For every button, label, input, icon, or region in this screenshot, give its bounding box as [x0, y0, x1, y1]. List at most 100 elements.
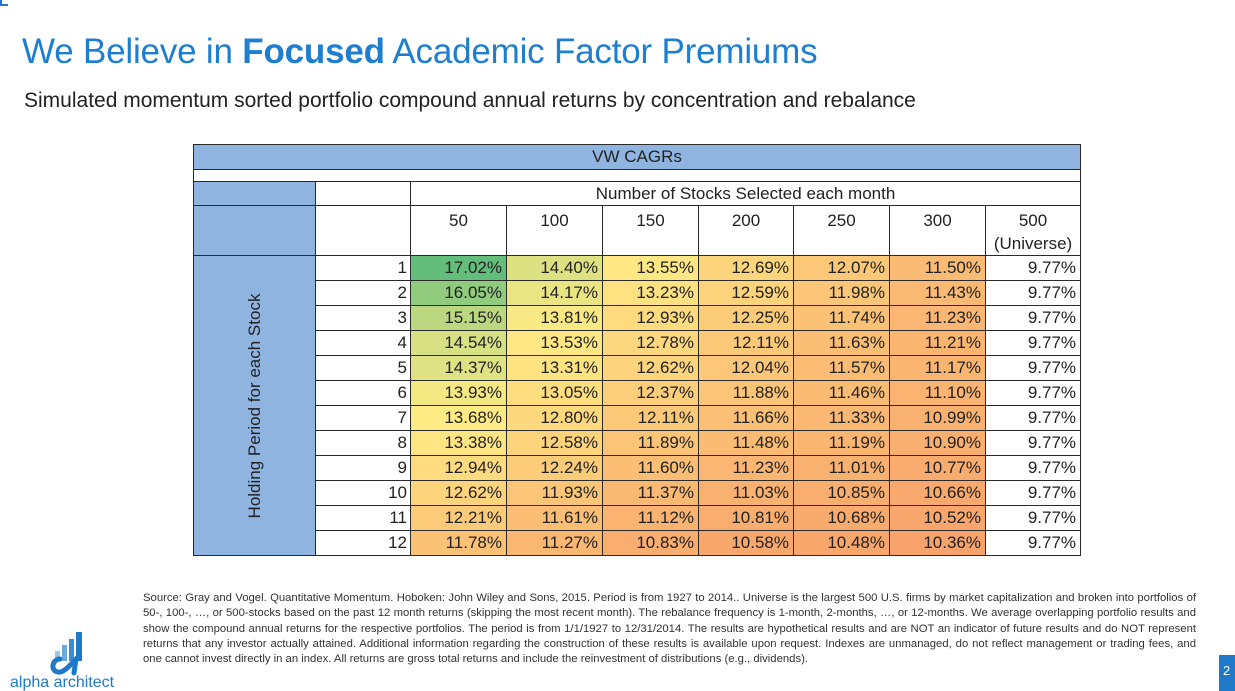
column-header: 50: [410, 205, 507, 256]
table-row: 12 11.78% 11.27% 10.83% 10.58% 10.48% 10.36% 9.…: [194, 530, 1082, 556]
holding-period-cell: 5: [315, 355, 411, 381]
cagr-cell: 12.07%: [793, 255, 890, 281]
table-row: 2 16.05% 14.17% 13.23% 12.59% 11.98% 11.43% 9.7…: [194, 280, 1082, 306]
cagr-cell: 17.02%: [410, 255, 507, 281]
cagr-cell: 11.23%: [698, 455, 794, 481]
cagr-cell: 10.58%: [698, 530, 794, 556]
holding-period-cell: 4: [315, 330, 411, 356]
column-group-header: Number of Stocks Selected each month: [409, 181, 1082, 206]
table-row: 7 13.68% 12.80% 12.11% 11.66% 11.33% 10.99% 9.7…: [194, 405, 1082, 431]
column-header: 250: [793, 205, 890, 256]
cagr-cell: 11.43%: [889, 280, 986, 306]
cagr-cell: 13.38%: [410, 430, 507, 456]
table-row: 10 12.62% 11.93% 11.37% 11.03% 10.85% 10.66% 9.…: [194, 480, 1082, 506]
cagr-cell: 11.33%: [793, 405, 890, 431]
cagr-cell: 11.78%: [410, 530, 507, 556]
cagr-cell: 16.05%: [410, 280, 507, 306]
cagr-cell: 11.27%: [506, 530, 603, 556]
cagr-cell: 10.81%: [698, 505, 794, 531]
cagr-cell: 11.48%: [698, 430, 794, 456]
cagr-cell: 11.37%: [602, 480, 699, 506]
universe-cagr-cell: 9.77%: [984, 280, 1082, 306]
corner-cell: [193, 181, 316, 206]
cagr-cell: 10.99%: [889, 405, 986, 431]
cagr-cell: 11.01%: [793, 455, 890, 481]
table-row: 8 13.38% 12.58% 11.89% 11.48% 11.19% 10.90% 9.7…: [194, 430, 1082, 456]
holding-period-cell: 1: [315, 255, 411, 281]
cagr-cell: 10.77%: [889, 455, 986, 481]
source-footnote: Source: Gray and Vogel. Quantitative Mom…: [143, 592, 1196, 666]
cagr-cell: 10.68%: [793, 505, 890, 531]
column-header-universe: 500 (Universe): [984, 205, 1082, 256]
cagr-cell: 12.21%: [410, 505, 507, 531]
logo-text: alpha architect: [10, 674, 115, 691]
cagr-cell: 12.80%: [506, 405, 603, 431]
cagr-cell: 14.37%: [410, 355, 507, 381]
holding-period-cell: 7: [315, 405, 411, 431]
table-row: 11 12.21% 11.61% 11.12% 10.81% 10.68% 10.52% 9.…: [194, 505, 1082, 531]
cagr-cell: 10.66%: [889, 480, 986, 506]
universe-cagr-cell: 9.77%: [984, 455, 1082, 481]
alpha-architect-logo-icon: [50, 632, 82, 676]
cagr-cell: 11.98%: [793, 280, 890, 306]
cagr-cell: 12.94%: [410, 455, 507, 481]
cagr-cell: 12.11%: [602, 405, 699, 431]
holding-period-cell: 2: [315, 280, 411, 306]
holding-period-cell: 8: [315, 430, 411, 456]
cagr-cell: 11.89%: [602, 430, 699, 456]
corner-mark: [0, 0, 8, 6]
cagr-cell: 14.54%: [410, 330, 507, 356]
cagr-cell: 11.10%: [889, 380, 986, 406]
cagr-cell: 12.69%: [698, 255, 794, 281]
cagr-cell: 12.59%: [698, 280, 794, 306]
universe-cagr-cell: 9.77%: [984, 255, 1082, 281]
slide-subtitle: Simulated momentum sorted portfolio comp…: [24, 89, 916, 112]
cagr-cell: 14.40%: [506, 255, 603, 281]
table-title: VW CAGRs: [192, 144, 1082, 170]
cagr-cell: 11.19%: [793, 430, 890, 456]
cagr-cell: 11.93%: [506, 480, 603, 506]
cagr-cell: 12.58%: [506, 430, 603, 456]
universe-cagr-cell: 9.77%: [984, 380, 1082, 406]
holding-period-cell: 3: [315, 305, 411, 331]
table-row: 6 13.93% 13.05% 12.37% 11.88% 11.46% 11.10% 9.7…: [194, 380, 1082, 406]
cagr-cell: 11.88%: [698, 380, 794, 406]
holding-period-cell: 10: [315, 480, 411, 506]
cagr-cell: 10.83%: [602, 530, 699, 556]
cagr-cell: 13.68%: [410, 405, 507, 431]
column-header: 100: [506, 205, 603, 256]
cagr-cell: 11.63%: [793, 330, 890, 356]
cagr-cell: 11.50%: [889, 255, 986, 281]
column-header: 300: [889, 205, 986, 256]
corner-cell: [193, 205, 316, 256]
column-header: 200: [698, 205, 794, 256]
universe-cagr-cell: 9.77%: [984, 330, 1082, 356]
cagr-cell: 12.62%: [410, 480, 507, 506]
table-row: 4 14.54% 13.53% 12.78% 12.11% 11.63% 11.21% 9.7…: [194, 330, 1082, 356]
universe-cagr-cell: 9.77%: [984, 530, 1082, 556]
universe-cagr-cell: 9.77%: [984, 430, 1082, 456]
cagr-cell: 14.17%: [506, 280, 603, 306]
holding-period-cell: 6: [315, 380, 411, 406]
cagr-cell: 11.21%: [889, 330, 986, 356]
cagr-cell: 11.23%: [889, 305, 986, 331]
table-row: Holding Period for each Stock 1 17.02% 14.4…: [193, 255, 1082, 556]
cagr-cell: 13.05%: [506, 380, 603, 406]
cagr-cell: 10.85%: [793, 480, 890, 506]
holding-period-cell: 12: [315, 530, 411, 556]
cagr-cell: 11.17%: [889, 355, 986, 381]
universe-cagr-cell: 9.77%: [984, 405, 1082, 431]
cagr-cell: 12.04%: [698, 355, 794, 381]
cagr-cell: 13.81%: [506, 305, 603, 331]
table-row: 9 12.94% 12.24% 11.60% 11.23% 11.01% 10.77% 9.7…: [194, 455, 1082, 481]
cagr-cell: 12.37%: [602, 380, 699, 406]
table-row: 5 14.37% 13.31% 12.62% 12.04% 11.57% 11.17% 9.7…: [194, 355, 1082, 381]
cagr-cell: 11.61%: [506, 505, 603, 531]
cagr-cell: 11.66%: [698, 405, 794, 431]
cagr-cell: 11.03%: [698, 480, 794, 506]
universe-cagr-cell: 9.77%: [984, 505, 1082, 531]
universe-cagr-cell: 9.77%: [984, 355, 1082, 381]
cagr-cell: 13.31%: [506, 355, 603, 381]
cagr-cell: 12.11%: [698, 330, 794, 356]
cagr-cell: 10.48%: [793, 530, 890, 556]
